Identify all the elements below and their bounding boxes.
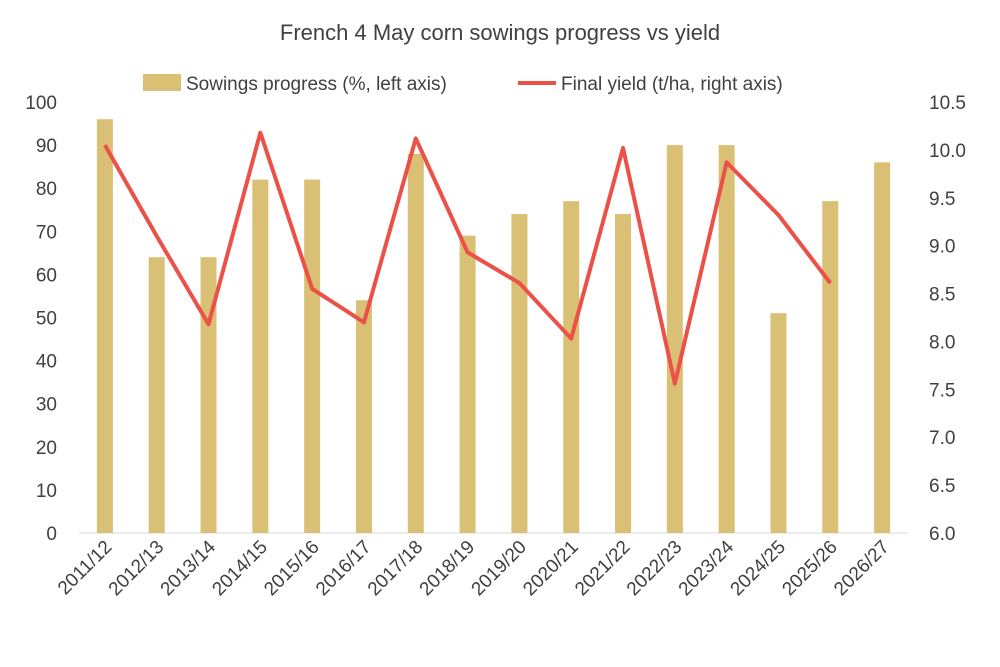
x-tick-label: 2026/27 bbox=[830, 537, 893, 600]
y-right-tick-label: 8.5 bbox=[929, 285, 955, 306]
y-right-tick-label: 6.0 bbox=[929, 524, 955, 545]
y-right-tick-label: 10.0 bbox=[929, 141, 966, 162]
bar-2026-27 bbox=[874, 162, 891, 533]
bar-2017-18 bbox=[407, 153, 424, 533]
bar-2013-14 bbox=[200, 257, 217, 533]
legend-label-sowings: Sowings progress (%, left axis) bbox=[186, 74, 447, 95]
yield-point-2025-26 bbox=[829, 282, 831, 284]
bar-2016-17 bbox=[355, 300, 372, 533]
y-left-tick-label: 90 bbox=[36, 136, 57, 157]
legend-label-yield: Final yield (t/ha, right axis) bbox=[561, 74, 783, 95]
bar-2022-23 bbox=[666, 145, 683, 533]
x-tick-label: 2021/22 bbox=[571, 537, 634, 600]
yield-point-2020-21 bbox=[570, 338, 572, 340]
yield-point-2021-22 bbox=[622, 147, 624, 149]
y-left-tick-label: 40 bbox=[36, 352, 57, 373]
chart-title: French 4 May corn sowings progress vs yi… bbox=[280, 20, 720, 45]
bar-2012-13 bbox=[148, 257, 165, 533]
yield-point-2015-16 bbox=[311, 288, 313, 290]
y-axis-right: 6.0 6.5 7.0 7.5 8.0 8.5 9.0 9.5 10.0 10.5 bbox=[929, 93, 966, 545]
x-tick-label: 2013/14 bbox=[157, 536, 221, 600]
x-tick-label: 2023/24 bbox=[675, 536, 739, 600]
x-tick-label: 2017/18 bbox=[364, 537, 427, 600]
bar-2011-12 bbox=[96, 119, 113, 534]
bar-2021-22 bbox=[615, 214, 632, 533]
y-right-tick-label: 6.5 bbox=[929, 476, 955, 497]
y-right-tick-label: 7.5 bbox=[929, 380, 955, 401]
legend-swatch-sowings bbox=[143, 74, 181, 91]
bar-2023-24 bbox=[718, 145, 735, 533]
y-left-tick-label: 10 bbox=[36, 481, 57, 502]
y-right-tick-label: 10.5 bbox=[929, 93, 966, 114]
yield-point-2016-17 bbox=[363, 321, 365, 323]
yield-point-2014-15 bbox=[259, 132, 261, 134]
yield-point-2011-12 bbox=[104, 144, 106, 146]
x-tick-label: 2015/16 bbox=[260, 537, 323, 600]
y-left-tick-label: 100 bbox=[25, 93, 57, 114]
y-left-tick-label: 50 bbox=[36, 309, 57, 330]
x-tick-label: 2012/13 bbox=[105, 537, 168, 600]
x-tick-label: 2024/25 bbox=[727, 537, 790, 600]
yield-point-2022-23 bbox=[674, 383, 676, 385]
y-left-tick-label: 0 bbox=[46, 524, 57, 545]
x-tick-label: 2016/17 bbox=[312, 537, 375, 600]
y-right-tick-label: 7.0 bbox=[929, 428, 955, 449]
bar-2015-16 bbox=[304, 179, 321, 533]
y-left-tick-label: 20 bbox=[36, 438, 57, 459]
x-tick-label: 2022/23 bbox=[623, 537, 686, 600]
bar-2020-21 bbox=[563, 201, 580, 533]
yield-point-2018-19 bbox=[467, 251, 469, 253]
x-tick-label: 2018/19 bbox=[416, 537, 479, 600]
x-tick-label: 2020/21 bbox=[519, 537, 582, 600]
y-left-tick-label: 30 bbox=[36, 395, 57, 416]
bar-2025-26 bbox=[822, 201, 839, 533]
y-axis-left: 0 10 20 30 40 50 60 70 80 90 100 bbox=[25, 93, 57, 545]
y-right-tick-label: 9.0 bbox=[929, 237, 955, 258]
yield-point-2012-13 bbox=[156, 235, 158, 237]
bar-series bbox=[96, 119, 891, 534]
line-series bbox=[103, 130, 832, 386]
yield-point-2023-24 bbox=[726, 161, 728, 163]
yield-point-2024-25 bbox=[777, 214, 779, 216]
legend: Sowings progress (%, left axis) Final yi… bbox=[143, 74, 783, 95]
x-tick-label: 2025/26 bbox=[778, 537, 841, 600]
y-left-tick-label: 80 bbox=[36, 179, 57, 200]
y-right-tick-label: 8.0 bbox=[929, 332, 955, 353]
bar-2019-20 bbox=[511, 214, 528, 533]
bar-2024-25 bbox=[770, 313, 787, 533]
x-axis: 2011/122012/132013/142014/152015/162016/… bbox=[54, 536, 894, 600]
yield-point-2019-20 bbox=[518, 282, 520, 284]
x-tick-label: 2019/20 bbox=[468, 537, 531, 600]
yield-point-2017-18 bbox=[415, 137, 417, 139]
x-tick-label: 2011/12 bbox=[54, 537, 116, 599]
x-tick-label: 2014/15 bbox=[208, 537, 271, 600]
y-right-tick-label: 9.5 bbox=[929, 189, 955, 210]
bar-2018-19 bbox=[459, 235, 476, 534]
yield-point-2013-14 bbox=[208, 323, 210, 325]
y-left-tick-label: 70 bbox=[36, 222, 57, 243]
bar-2014-15 bbox=[252, 179, 269, 533]
y-left-tick-label: 60 bbox=[36, 265, 57, 286]
